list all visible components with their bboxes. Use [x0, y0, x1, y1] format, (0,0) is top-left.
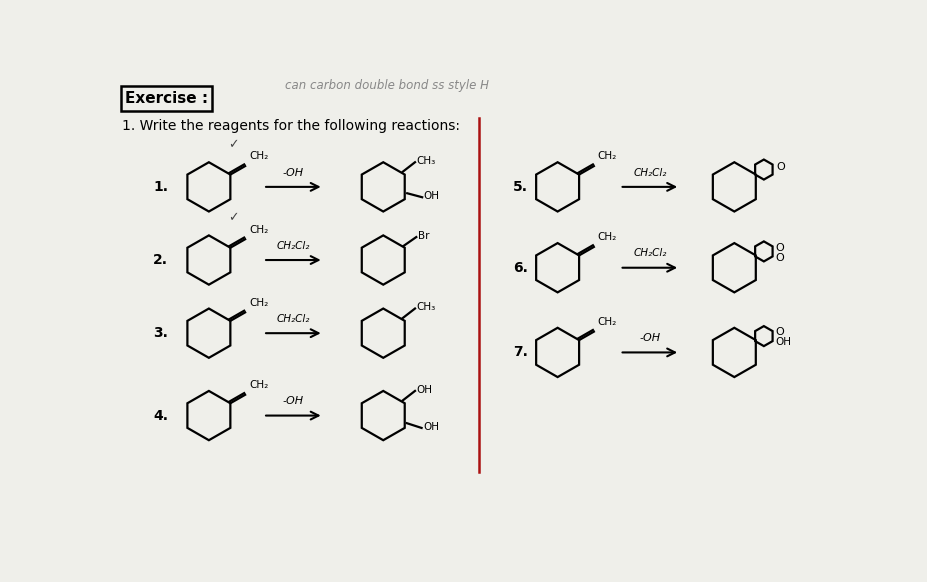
Text: -OH: -OH: [283, 396, 304, 406]
Text: ✓: ✓: [228, 211, 239, 225]
Text: Exercise :: Exercise :: [125, 91, 208, 106]
Text: CH₂: CH₂: [249, 298, 268, 308]
Text: -OH: -OH: [640, 333, 660, 343]
Text: O: O: [776, 327, 784, 337]
Text: O: O: [776, 162, 785, 172]
FancyBboxPatch shape: [121, 86, 212, 111]
Text: CH₂: CH₂: [598, 151, 617, 161]
Text: CH₂Cl₂: CH₂Cl₂: [276, 241, 310, 251]
Text: -OH: -OH: [283, 168, 304, 178]
Text: 3.: 3.: [153, 326, 168, 340]
Text: 2.: 2.: [153, 253, 168, 267]
Text: CH₂: CH₂: [598, 317, 617, 327]
Text: OH: OH: [423, 422, 439, 432]
Text: CH₂Cl₂: CH₂Cl₂: [633, 249, 667, 258]
Text: ✓: ✓: [228, 139, 239, 151]
Text: CH₂Cl₂: CH₂Cl₂: [276, 314, 310, 324]
Text: OH: OH: [416, 385, 433, 395]
Text: O: O: [776, 243, 784, 253]
Text: CH₂: CH₂: [598, 232, 617, 242]
Text: CH₃: CH₃: [416, 157, 436, 166]
Text: CH₂: CH₂: [249, 151, 268, 161]
Text: can carbon double bond ss style H: can carbon double bond ss style H: [286, 79, 489, 92]
Text: CH₃: CH₃: [416, 302, 436, 312]
Text: O: O: [776, 253, 784, 262]
Text: CH₂: CH₂: [249, 225, 268, 235]
Text: 7.: 7.: [513, 346, 527, 360]
Text: 5.: 5.: [513, 180, 527, 194]
Text: OH: OH: [424, 191, 439, 201]
Text: OH: OH: [776, 337, 792, 347]
Text: CH₂Cl₂: CH₂Cl₂: [633, 168, 667, 178]
Text: CH₂: CH₂: [249, 380, 268, 390]
Text: 1.: 1.: [153, 180, 168, 194]
Text: 4.: 4.: [153, 409, 168, 423]
Text: Br: Br: [418, 230, 429, 240]
Text: 1. Write the reagents for the following reactions:: 1. Write the reagents for the following …: [122, 119, 460, 133]
Text: 6.: 6.: [513, 261, 527, 275]
